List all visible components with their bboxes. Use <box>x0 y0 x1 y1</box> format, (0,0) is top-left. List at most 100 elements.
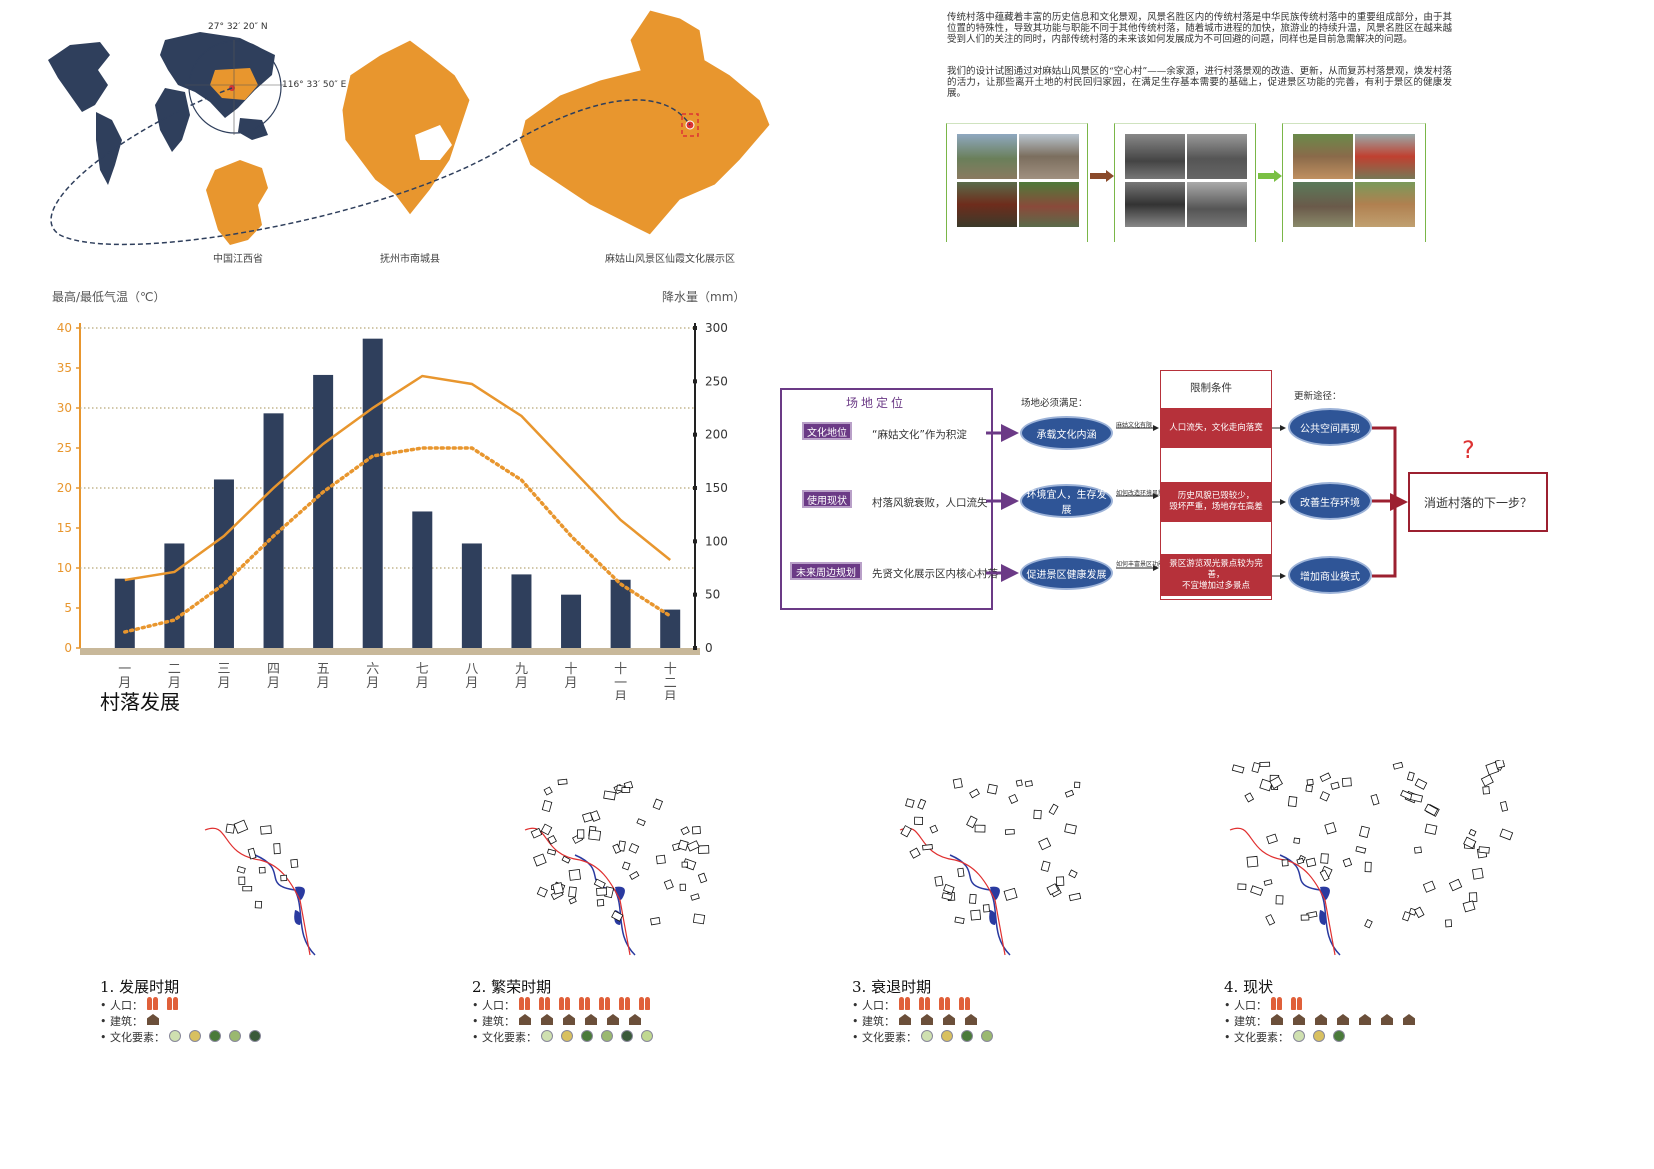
building <box>588 829 602 841</box>
building <box>236 866 246 874</box>
small-arrow-label-2: 如何改造环境风貌 <box>1116 490 1165 497</box>
building <box>1445 919 1453 928</box>
population-row: • 人口： <box>472 997 661 1013</box>
person-icon <box>939 997 951 1013</box>
x-tick-label: 三 <box>217 662 230 677</box>
culture-icon <box>189 1029 201 1042</box>
ellipse-living-env: 改善生存环境 <box>1288 482 1372 520</box>
location-maps <box>48 9 771 246</box>
culture-row: • 文化要素： <box>472 1029 661 1045</box>
building <box>1250 885 1264 896</box>
village-map-1 <box>204 819 316 956</box>
building <box>1364 861 1372 873</box>
x-tick-label: 月 <box>217 676 230 691</box>
route-path <box>50 87 691 246</box>
building <box>909 847 921 859</box>
limits-box <box>1160 370 1272 600</box>
result-box: 消逝村落的下一步？ <box>1408 472 1548 532</box>
pond <box>295 886 305 900</box>
x-tick-label: 月 <box>168 676 181 691</box>
building <box>242 885 253 892</box>
tag-culture: 文化地位 <box>802 422 852 440</box>
building <box>1413 846 1422 854</box>
small-arrow-label-1: 麻姑文化有限 <box>1116 422 1153 429</box>
chart-ylabel-left: 最高/最低气温（℃） <box>52 290 166 304</box>
x-tick-label: 五 <box>317 662 330 677</box>
house-icon <box>943 1014 955 1025</box>
x-tick-label: 一 <box>614 676 627 691</box>
building <box>1413 906 1425 919</box>
building-row: • 建筑： <box>472 1013 661 1029</box>
pond <box>989 910 997 925</box>
building <box>929 824 939 834</box>
person-icon <box>1271 997 1283 1013</box>
ellipse-public-space: 公共空间再现 <box>1288 408 1372 446</box>
village-maps <box>204 760 1514 956</box>
limit-3: 景区游览观光景点较为完善， 不宜增加过多景点 <box>1161 554 1271 596</box>
building <box>1424 823 1438 835</box>
building <box>1463 836 1477 849</box>
pond <box>1320 886 1330 900</box>
culture-icon <box>941 1029 953 1042</box>
building <box>1462 900 1476 913</box>
nancheng-hole <box>415 125 452 160</box>
x-tick-label: 六 <box>366 662 379 677</box>
text-usage: 村落风貌衰败，人口流失 <box>872 497 988 509</box>
building <box>1068 869 1078 879</box>
precip-bar <box>263 413 284 648</box>
building <box>611 910 624 922</box>
precip-bar <box>461 543 482 648</box>
max-temp-line <box>124 374 671 582</box>
village-map-2 <box>524 778 710 956</box>
culture-icon <box>561 1029 573 1042</box>
person-icon <box>559 997 571 1013</box>
x-tick-label: 月 <box>565 676 578 691</box>
building <box>1448 878 1463 892</box>
x-tick-label: 十 <box>664 662 677 677</box>
precip-bar <box>213 479 234 648</box>
building <box>273 843 281 855</box>
x-tick-label: 四 <box>267 662 280 677</box>
building <box>1296 857 1305 865</box>
y-tick-label: 5 <box>64 601 72 615</box>
building <box>1259 778 1273 792</box>
section-title: 村落发展 <box>100 690 180 714</box>
house-icon <box>1271 1014 1283 1025</box>
globe-lens <box>188 40 282 134</box>
arrow-green <box>1258 170 1282 182</box>
caption-province: 中国江西省 <box>213 254 263 265</box>
x-tick-label: 月 <box>515 676 528 691</box>
x-tick-label: 八 <box>465 662 478 677</box>
house-icon <box>1337 1014 1349 1025</box>
building <box>629 870 640 880</box>
y2-tick-label: 100 <box>705 534 728 548</box>
building <box>1482 786 1490 795</box>
building <box>1499 828 1514 841</box>
scenic-area-map <box>519 9 771 236</box>
longitude-label: 116° 33′ 50″ E <box>282 80 347 90</box>
house-icon <box>563 1014 575 1025</box>
building <box>628 842 640 854</box>
building <box>1246 855 1259 868</box>
building <box>540 823 553 836</box>
flow-arrows <box>986 424 1408 582</box>
ellipse-culture: 承载文化内涵 <box>1020 416 1113 450</box>
jiangxi-map <box>206 160 268 245</box>
positioning-box <box>780 388 993 610</box>
building <box>1259 761 1271 768</box>
building <box>655 854 666 865</box>
building <box>612 843 622 854</box>
building <box>680 826 690 836</box>
building <box>247 847 257 860</box>
culture-icon <box>601 1029 613 1042</box>
building <box>691 826 701 835</box>
photo-group-renewed <box>1282 123 1426 242</box>
building <box>552 882 564 895</box>
culture-icon <box>1313 1029 1325 1042</box>
y2-tick <box>693 326 697 330</box>
road <box>899 827 1006 956</box>
stage-title: 2. 繁荣时期 <box>472 978 552 996</box>
building <box>225 823 236 834</box>
x-tick-label: 十 <box>565 662 578 677</box>
small-arrow-label-3: 如何丰富景区功能 <box>1116 561 1165 568</box>
